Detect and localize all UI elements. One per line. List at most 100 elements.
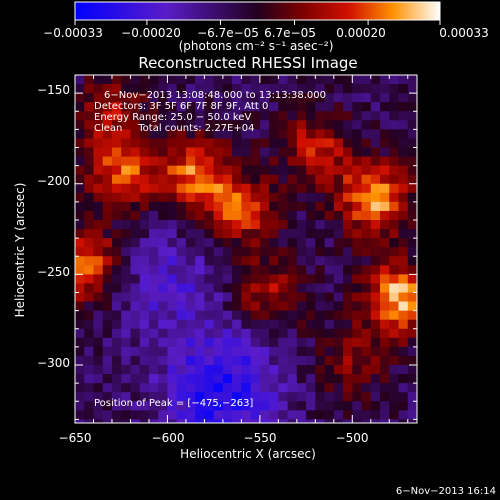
heatmap-cell: [213, 310, 224, 321]
heatmap-cell: [389, 383, 400, 393]
heatmap-cell: [241, 156, 252, 167]
heatmap-cell: [148, 365, 159, 375]
heatmap-cell: [306, 310, 316, 321]
heatmap-cell: [398, 355, 409, 366]
heatmap-cell: [287, 156, 298, 167]
heatmap-cell: [111, 265, 122, 275]
heatmap-cell: [121, 183, 132, 194]
heatmap-cell: [259, 138, 270, 149]
heatmap-cell: [269, 274, 279, 285]
heatmap-cell: [352, 374, 363, 384]
heatmap-cell: [296, 292, 307, 303]
heatmap-cell: [232, 229, 242, 239]
heatmap-cell: [176, 328, 187, 339]
heatmap-cell: [287, 229, 298, 239]
heatmap-cell: [167, 319, 178, 330]
heatmap-cell: [176, 319, 187, 330]
heatmap-cell: [324, 84, 335, 94]
heatmap-cell: [121, 174, 132, 185]
heatmap-cell: [315, 256, 326, 266]
heatmap-cell: [111, 301, 122, 312]
heatmap-cell: [296, 183, 307, 194]
heatmap-cell: [250, 165, 261, 176]
heatmap-cell: [324, 120, 335, 130]
heatmap-cell: [75, 328, 85, 339]
heatmap-cell: [352, 93, 363, 103]
heatmap-cell: [121, 229, 132, 239]
heatmap-cell: [352, 256, 363, 266]
heatmap-cell: [398, 274, 409, 285]
heatmap-cell: [241, 374, 252, 384]
heatmap-cell: [148, 374, 159, 384]
heatmap-cell: [176, 283, 187, 294]
heatmap-cell: [380, 120, 390, 130]
heatmap-cell: [158, 383, 169, 393]
heatmap-cell: [361, 102, 372, 112]
heatmap-cell: [222, 392, 233, 402]
heatmap-cell: [278, 210, 289, 221]
heatmap-cell: [93, 346, 104, 357]
heatmap-cell: [269, 174, 279, 185]
heatmap-cell: [84, 129, 95, 140]
heatmap-cell: [158, 174, 169, 185]
heatmap-cell: [195, 247, 205, 257]
heatmap-cell: [306, 365, 316, 375]
heatmap-cell: [315, 129, 326, 140]
heatmap-cell: [407, 174, 417, 185]
heatmap-cell: [185, 319, 196, 330]
heatmap-cell: [241, 401, 252, 411]
heatmap-cell: [287, 138, 298, 149]
axis-ticks: [74, 74, 417, 423]
heatmap-cell: [213, 111, 224, 121]
heatmap-cell: [296, 355, 307, 366]
heatmap-cell: [250, 410, 261, 420]
heatmap-cell: [139, 256, 150, 266]
heatmap-cell: [296, 220, 307, 230]
heatmap-cell: [176, 410, 187, 420]
heatmap-cell: [306, 138, 316, 149]
heatmap-cell: [241, 355, 252, 366]
heatmap-cell: [102, 247, 113, 257]
heatmap-cell: [333, 419, 344, 423]
heatmap-cell: [259, 102, 270, 112]
heatmap-cell: [148, 410, 159, 420]
heatmap-cell: [167, 419, 178, 423]
heatmap-cell: [75, 337, 85, 348]
heatmap-cell: [84, 229, 95, 239]
heatmap-cell: [259, 419, 270, 423]
heatmap-cell: [278, 374, 289, 384]
heatmap-cell: [213, 102, 224, 112]
heatmap-cell: [370, 283, 381, 294]
heatmap-cell: [269, 301, 279, 312]
heatmap-cell: [222, 229, 233, 239]
heatmap-cell: [130, 238, 141, 248]
heatmap-cell: [139, 328, 150, 339]
heatmap-cell: [380, 84, 390, 94]
heatmap-cell: [204, 102, 215, 112]
heatmap-cell: [111, 256, 122, 266]
heatmap-cell: [148, 238, 159, 248]
heatmap-cell: [241, 256, 252, 266]
heatmap-cell: [352, 274, 363, 285]
heatmap-cell: [176, 401, 187, 411]
heatmap-cell: [352, 183, 363, 194]
heatmap-cell: [278, 238, 289, 248]
heatmap-cell: [241, 247, 252, 257]
heatmap-cell: [167, 75, 178, 85]
heatmap-cell: [130, 401, 141, 411]
heatmap-cell: [315, 111, 326, 121]
heatmap-cell: [139, 120, 150, 130]
heatmap-cell: [148, 84, 159, 94]
heatmap-cell: [176, 201, 187, 212]
heatmap-cell: [102, 220, 113, 230]
heatmap-cell: [148, 192, 159, 203]
heatmap-cell: [213, 129, 224, 140]
heatmap-cell: [407, 210, 417, 221]
heatmap-cell: [241, 346, 252, 357]
heatmap-cell: [121, 292, 132, 303]
colorbar-tick-label-3: 6.7e−05: [264, 26, 316, 40]
heatmap-cell: [324, 292, 335, 303]
heatmap-cell: [84, 365, 95, 375]
heatmap-cell: [352, 84, 363, 94]
heatmap-cell: [121, 265, 132, 275]
